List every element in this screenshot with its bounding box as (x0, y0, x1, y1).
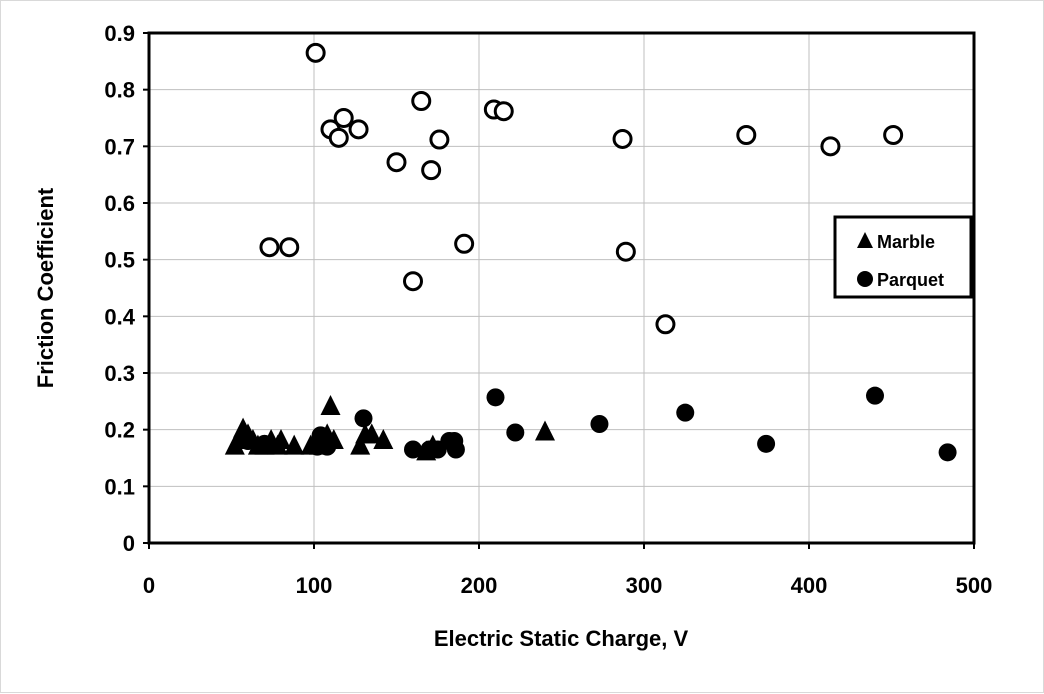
open-circle-point (736, 125, 757, 145)
open-circle-point (429, 129, 450, 150)
open-circle-point (333, 108, 354, 128)
x-axis-title: Electric Static Charge, V (434, 626, 689, 651)
open-circle-point (454, 233, 475, 254)
y-tick-label: 0.7 (104, 134, 135, 159)
parquet-point (239, 432, 257, 450)
triangle-marker-icon (857, 232, 873, 248)
y-tick-label: 0.9 (104, 21, 135, 46)
parquet-point (757, 434, 776, 453)
data-points (224, 42, 957, 462)
marble-point (361, 423, 382, 444)
legend-label-parquet: Parquet (877, 270, 944, 290)
marble-point (350, 434, 371, 455)
parquet-point (255, 434, 274, 453)
marble-point (373, 429, 394, 449)
open-circle-point (328, 127, 349, 148)
parquet-point (506, 423, 525, 442)
marble-point (271, 429, 291, 449)
y-tick-label: 0.3 (104, 361, 135, 386)
axis-ticks: 0 0.1 0.2 0.3 0.4 0.5 0.6 0.7 0.8 0.9 0 100 200 300 40… (104, 21, 992, 598)
open-circle-point (279, 237, 300, 258)
x-tick-label: 400 (791, 573, 828, 598)
open-circle-point (411, 91, 432, 111)
open-circle-point (820, 136, 841, 157)
y-tick-label: 0.1 (104, 474, 135, 499)
parquet-point (866, 386, 884, 405)
marble-point (284, 434, 305, 455)
x-tick-label: 200 (461, 573, 498, 598)
circle-marker-icon (857, 271, 873, 287)
parquet-point (446, 440, 465, 459)
x-tick-label: 300 (626, 573, 663, 598)
open-circle-point (655, 314, 676, 335)
open-circle-point (883, 125, 904, 145)
y-tick-label: 0.4 (104, 304, 135, 329)
y-tick-label: 0 (123, 531, 135, 556)
parquet-point (354, 409, 373, 428)
open-circle-point (386, 152, 407, 173)
open-circle-point (259, 237, 280, 258)
marble-point (320, 395, 341, 415)
y-axis-title: Friction Coefficient (33, 187, 58, 388)
open-circle-point (493, 101, 514, 122)
open-circle-point (403, 271, 423, 292)
marble-point (535, 420, 555, 441)
y-tick-label: 0.2 (104, 418, 135, 443)
legend-box (833, 215, 973, 299)
open-circle-point (348, 119, 369, 140)
gridlines (149, 33, 974, 543)
plot-area (147, 31, 976, 545)
open-circle-point (421, 160, 442, 181)
parquet-point (676, 403, 695, 422)
legend-label-marble: Marble (877, 232, 935, 252)
legend: Marble Parquet (833, 215, 973, 299)
x-tick-label: 100 (296, 573, 333, 598)
y-tick-label: 0.8 (104, 78, 135, 103)
open-circle-point (305, 42, 326, 63)
parquet-point (938, 443, 957, 462)
x-tick-label: 0 (143, 573, 155, 598)
open-circle-point (612, 128, 633, 149)
y-tick-label: 0.5 (104, 248, 135, 273)
parquet-point (318, 437, 337, 456)
open-circle-point (615, 241, 636, 262)
parquet-point (590, 415, 609, 433)
y-tick-label: 0.6 (104, 191, 135, 216)
x-tick-label: 500 (956, 573, 993, 598)
parquet-point (404, 440, 422, 459)
parquet-point (486, 388, 505, 407)
